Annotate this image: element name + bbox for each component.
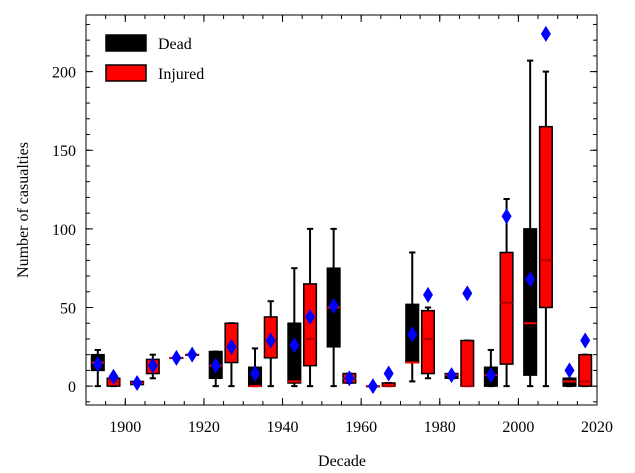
box	[420, 309, 436, 375]
mean-marker	[289, 337, 300, 354]
box	[578, 353, 593, 387]
mean-marker	[462, 285, 473, 302]
mean-marker	[580, 332, 591, 349]
mean-marker	[108, 368, 119, 385]
y-tick-label: 0	[68, 379, 76, 396]
x-axis-label: Decade	[318, 453, 366, 470]
box	[523, 228, 538, 376]
plot-frame	[85, 14, 598, 406]
legend-label: Dead	[158, 36, 192, 53]
mean-marker	[383, 365, 394, 382]
mean-marker	[344, 370, 355, 387]
mean-marker	[250, 365, 261, 382]
mean-marker	[446, 367, 457, 384]
mean-marker	[171, 349, 182, 366]
box	[538, 125, 553, 309]
mean-marker	[422, 286, 433, 303]
x-tick-label: 2020	[581, 419, 613, 436]
mean-marker	[210, 357, 221, 374]
mean-marker	[367, 378, 378, 395]
box	[499, 251, 514, 365]
mean-marker	[92, 356, 103, 373]
box	[460, 339, 475, 387]
x-tick-label: 1980	[424, 419, 456, 436]
mean-marker	[328, 297, 339, 314]
mean-marker	[540, 25, 551, 42]
legend-label: Injured	[158, 66, 204, 83]
x-tick-label: 1900	[109, 419, 141, 436]
x-tick-label: 1920	[188, 419, 220, 436]
legend-swatch	[105, 34, 147, 52]
x-tick-label: 1940	[267, 419, 299, 436]
mean-marker	[501, 208, 512, 225]
mean-marker	[187, 346, 198, 363]
y-tick-label: 50	[60, 301, 76, 318]
mean-marker	[407, 326, 418, 343]
y-tick-label: 150	[52, 143, 76, 160]
y-tick-label: 100	[52, 222, 76, 239]
legend-swatch	[105, 64, 147, 82]
mean-marker	[525, 271, 536, 288]
x-tick-label: 1960	[345, 419, 377, 436]
y-tick-label: 200	[52, 65, 76, 82]
x-tick-label: 2000	[502, 419, 534, 436]
mean-marker	[305, 308, 316, 325]
mean-marker	[265, 332, 276, 349]
mean-marker	[564, 362, 575, 379]
mean-marker	[485, 367, 496, 384]
y-axis-label: Number of casualties	[15, 142, 32, 278]
mean-marker	[132, 374, 143, 391]
mean-marker	[147, 357, 158, 374]
mean-marker	[226, 338, 237, 355]
